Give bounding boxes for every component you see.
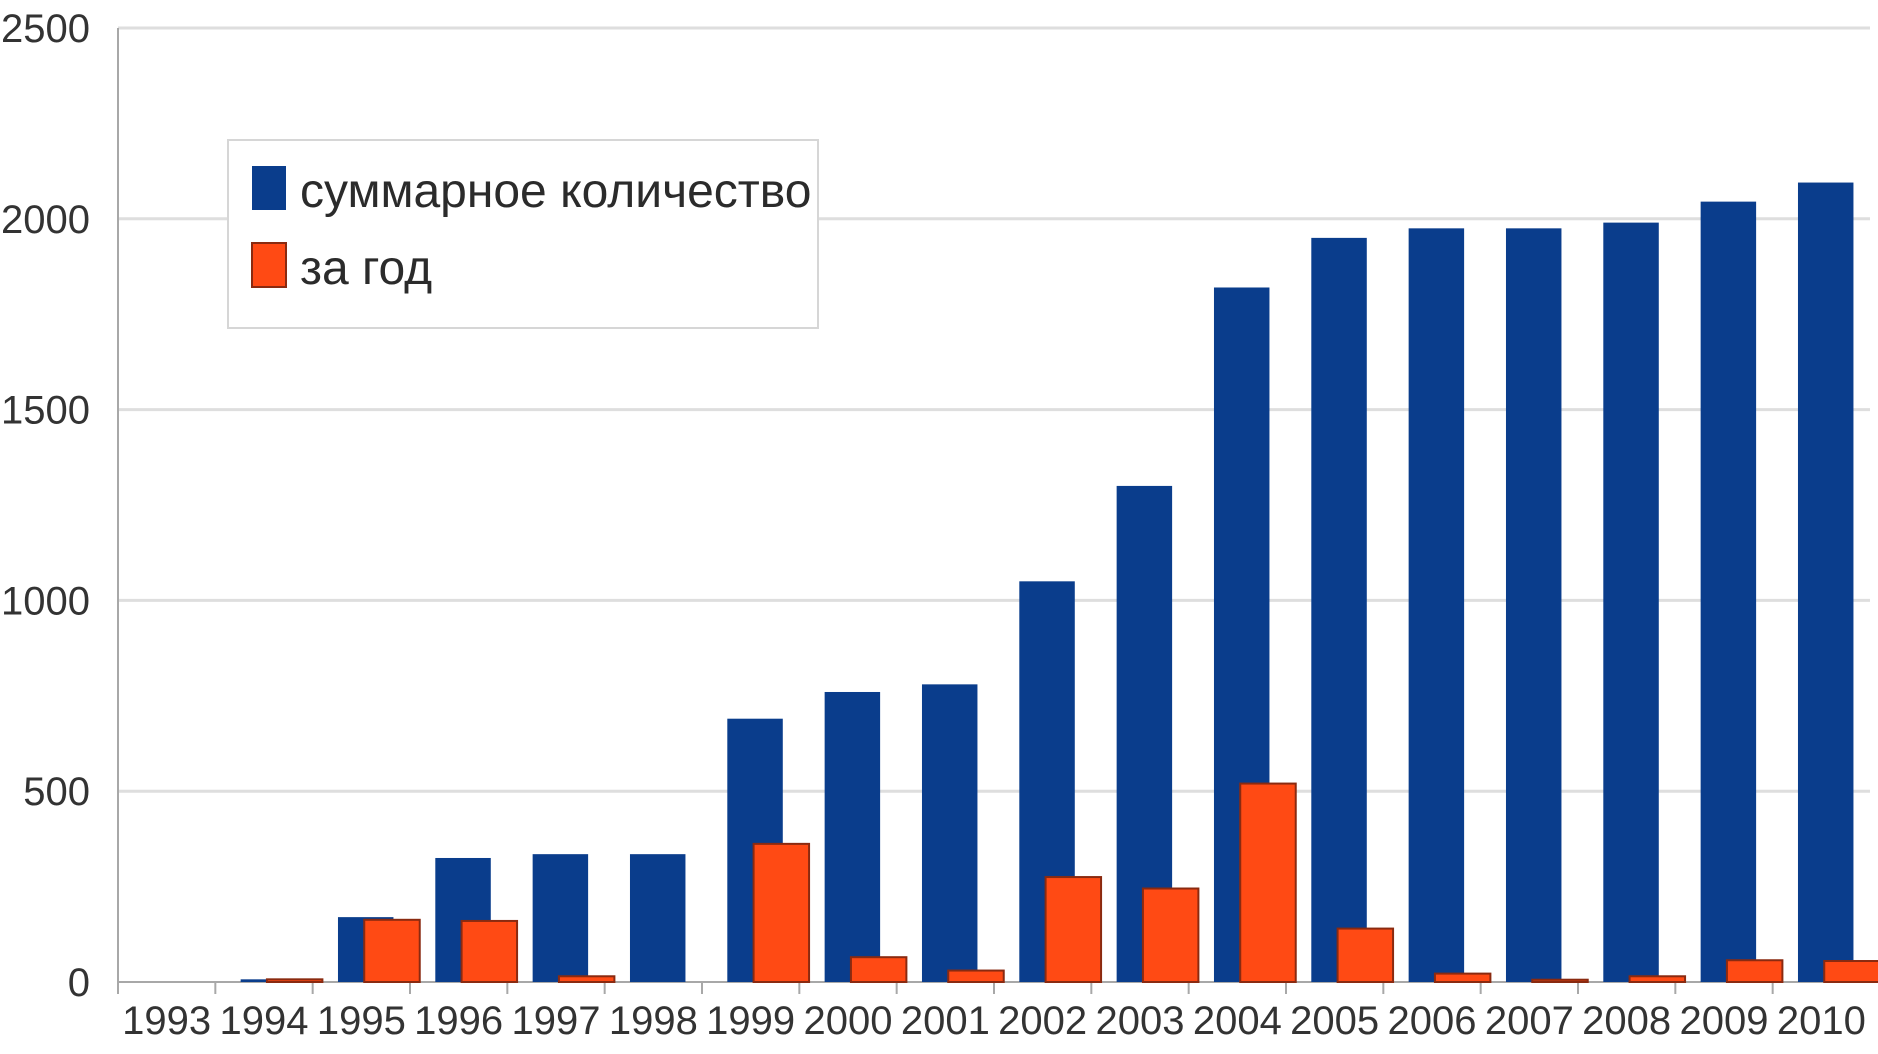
- x-tick-label-2001: 2001: [901, 999, 990, 1043]
- bar-series1-2004: [1239, 782, 1297, 983]
- bar-series1-2002: [1044, 876, 1103, 983]
- bar-series1-2003: [1141, 887, 1200, 983]
- y-tick-label-500: 500: [23, 770, 90, 814]
- x-tick-label-1999: 1999: [706, 999, 795, 1043]
- x-tick-label-1998: 1998: [609, 999, 698, 1043]
- x-tick-label-2009: 2009: [1680, 999, 1769, 1043]
- bar-series1-2008: [1628, 975, 1687, 984]
- x-tick-label-2005: 2005: [1290, 999, 1379, 1043]
- y-tick-label-2500: 2500: [1, 7, 90, 51]
- x-tick-label-2008: 2008: [1582, 999, 1671, 1043]
- bar-series0-2005: [1311, 237, 1367, 982]
- bar-series1-1994: [265, 978, 324, 983]
- legend-box: [227, 139, 819, 329]
- bar-series1-2005: [1336, 927, 1395, 983]
- bar-series1-2007: [1531, 978, 1589, 983]
- bar-series0-1998: [629, 854, 686, 982]
- x-tick-label-2002: 2002: [998, 999, 1087, 1043]
- x-tick-label-1997: 1997: [512, 999, 601, 1043]
- bar-series0-2009: [1700, 201, 1757, 983]
- bar-series1-1995: [363, 918, 421, 983]
- bar-series0-2006: [1408, 228, 1465, 983]
- x-tick-label-2006: 2006: [1388, 999, 1477, 1043]
- x-tick-label-1994: 1994: [220, 999, 309, 1043]
- bar-series0-2010: [1797, 182, 1854, 983]
- bar-series1-2000: [849, 956, 908, 983]
- x-tick-label-2010: 2010: [1777, 999, 1866, 1043]
- x-tick-label-1995: 1995: [317, 999, 406, 1043]
- bar-series0-2008: [1603, 222, 1659, 983]
- bar-series0-2001: [921, 684, 978, 982]
- legend-label-series-0: суммарное количество: [300, 165, 811, 218]
- bar-series0-2000: [824, 691, 881, 982]
- bar-series0-1997: [532, 854, 589, 982]
- bar-series1-1999: [752, 842, 811, 983]
- legend: суммарное количество за год: [227, 139, 819, 329]
- x-axis-tick-labels: 1993 1994 1995 1996 1997 1998 1999 2000 2001 2002…: [122, 999, 1866, 1043]
- x-tick-label-1993: 1993: [122, 999, 211, 1043]
- bar-series0-2007: [1505, 228, 1562, 983]
- x-tick-label-2003: 2003: [1096, 999, 1185, 1043]
- bar-series1-2010: [1823, 960, 1878, 984]
- y-tick-label-1000: 1000: [1, 579, 90, 623]
- bar-series1-2009: [1725, 959, 1784, 983]
- bar-series1-2006: [1433, 972, 1492, 983]
- bar-series1-1996: [460, 919, 519, 983]
- y-axis-tick-labels: 0 500 1000 1500 2000 2500: [1, 7, 90, 1005]
- bar-series1-1997: [557, 975, 616, 984]
- x-tick-label-2004: 2004: [1193, 999, 1282, 1043]
- x-tick-label-2007: 2007: [1485, 999, 1574, 1043]
- bars: [240, 182, 1878, 984]
- x-tick-label-1996: 1996: [414, 999, 503, 1043]
- y-tick-label-1500: 1500: [1, 389, 90, 433]
- bar-series1-2001: [947, 969, 1005, 984]
- y-tick-label-2000: 2000: [1, 198, 90, 242]
- legend-swatch-series-1: [251, 242, 287, 288]
- x-tick-label-2000: 2000: [804, 999, 893, 1043]
- y-tick-label-0: 0: [68, 961, 90, 1005]
- legend-swatch-series-0: [252, 166, 286, 210]
- legend-label-series-1: за год: [300, 242, 432, 295]
